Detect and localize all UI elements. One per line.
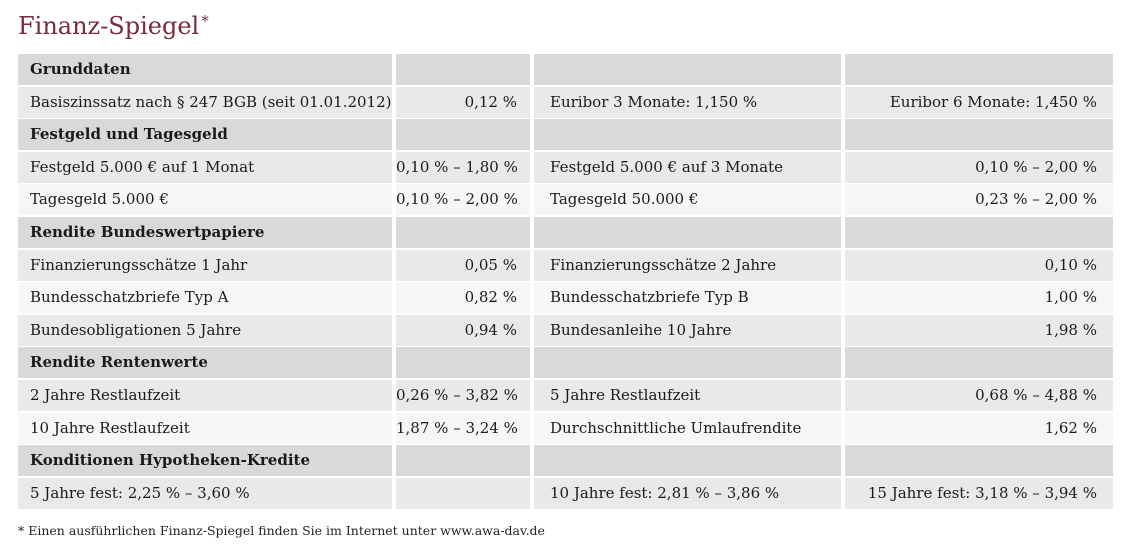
section-header-row: Festgeld und Tagesgeld	[18, 119, 1117, 151]
row-label-right: 5 Jahre Restlaufzeit	[534, 379, 841, 411]
section-header-blank-cell	[534, 445, 841, 477]
row-value-left: 0,94 %	[396, 314, 530, 346]
table-row: 5 Jahre fest: 2,25 % – 3,60 % 10 Jahre fe…	[18, 477, 1117, 509]
row-value-left	[396, 477, 530, 509]
table-row: Finanzierungsschätze 1 Jahr 0,05 % Finanzi…	[18, 249, 1117, 281]
table-row: Tagesgeld 5.000 €0,10 % – 2,00 % Tagesgel…	[18, 184, 1117, 216]
row-label-left: 10 Jahre Restlaufzeit	[18, 412, 392, 444]
row-label-left: Festgeld 5.000 € auf 1 Monat	[18, 151, 392, 183]
row-label-right: Finanzierungsschätze 2 Jahre	[534, 249, 841, 281]
row-label-left: 5 Jahre fest: 2,25 % – 3,60 %	[18, 477, 392, 509]
row-label-right: Tagesgeld 50.000 €	[534, 184, 841, 216]
section-heading: Konditionen Hypotheken-Kredite	[18, 445, 392, 477]
row-label-right: 10 Jahre fest: 2,81 % – 3,86 %	[534, 477, 841, 509]
section-heading: Rendite Bundeswertpapiere	[18, 216, 392, 248]
row-value-right: Euribor 6 Monate: 1,450 %	[845, 86, 1113, 118]
table-row: Bundesobligationen 5 Jahre 0,94 % Bundesan…	[18, 314, 1117, 346]
section-header-row: Rendite Rentenwerte	[18, 347, 1117, 379]
row-value-left: 0,05 %	[396, 249, 530, 281]
row-label-left: Bundesschatzbriefe Typ A	[18, 282, 392, 314]
table-row: Basiszinssatz nach § 247 BGB (seit 01.01…	[18, 86, 1117, 118]
row-value-right: 0,23 % – 2,00 %	[845, 184, 1113, 216]
row-label-left: Basiszinssatz nach § 247 BGB (seit 01.01…	[18, 86, 392, 118]
section-header-row: Grunddaten	[18, 54, 1117, 85]
table-row: 2 Jahre Restlaufzeit 0,26 % – 3,82 % 5 Jah…	[18, 379, 1117, 411]
row-value-left: 0,12 %	[396, 86, 530, 118]
section-header-row: Rendite Bundeswertpapiere	[18, 216, 1117, 248]
table-row: Festgeld 5.000 € auf 1 Monat 0,10 % – 1,8…	[18, 151, 1117, 183]
finance-table: Grunddaten Basiszinssatz nach § 247 BGB (…	[18, 54, 1117, 510]
row-value-right: 0,10 % – 2,00 %	[845, 151, 1113, 183]
row-value-right: 0,10 %	[845, 249, 1113, 281]
section-header-blank-cell	[396, 119, 530, 151]
row-value-right: 1,00 %	[845, 282, 1113, 314]
section-header-blank-cell	[396, 216, 530, 248]
section-header-blank-cell	[396, 54, 530, 85]
section-header-blank-cell	[534, 54, 841, 85]
row-label-left: Bundesobligationen 5 Jahre	[18, 314, 392, 346]
section-heading: Grunddaten	[18, 54, 392, 85]
row-label-right: Festgeld 5.000 € auf 3 Monate	[534, 151, 841, 183]
row-label-left: Finanzierungsschätze 1 Jahr	[18, 249, 392, 281]
section-header-blank-cell	[534, 347, 841, 379]
section-header-blank-cell	[845, 216, 1113, 248]
section-header-blank-cell	[396, 445, 530, 477]
section-header-blank-cell	[534, 119, 841, 151]
row-label-left: Tagesgeld 5.000 €	[18, 184, 392, 216]
row-value-right: 0,68 % – 4,88 %	[845, 379, 1113, 411]
section-header-blank-cell	[845, 119, 1113, 151]
footnote: * Einen ausführlichen Finanz-Spiegel fin…	[18, 523, 545, 538]
section-header-blank-cell	[845, 347, 1113, 379]
row-label-right: Bundesanleihe 10 Jahre	[534, 314, 841, 346]
table-row: 10 Jahre Restlaufzeit 1,87 % – 3,24 % Durc…	[18, 412, 1117, 444]
row-value-left: 0,82 %	[396, 282, 530, 314]
section-header-blank-cell	[845, 445, 1113, 477]
section-header-blank-cell	[396, 347, 530, 379]
title-asterisk: *	[201, 12, 209, 30]
row-value-left: 0,10 % – 1,80 %	[396, 151, 530, 183]
row-label-left: 2 Jahre Restlaufzeit	[18, 379, 392, 411]
row-label-right: Bundesschatzbriefe Typ B	[534, 282, 841, 314]
section-header-row: Konditionen Hypotheken-Kredite	[18, 445, 1117, 477]
row-value-left: 0,10 % – 2,00 %	[396, 184, 530, 216]
table-row: Bundesschatzbriefe Typ A 0,82 % Bundesscha…	[18, 282, 1117, 314]
section-heading: Rendite Rentenwerte	[18, 347, 392, 379]
row-value-right: 15 Jahre fest: 3,18 % – 3,94 %	[845, 477, 1113, 509]
section-heading: Festgeld und Tagesgeld	[18, 119, 392, 151]
section-header-blank-cell	[845, 54, 1113, 85]
row-value-left: 0,26 % – 3,82 %	[396, 379, 530, 411]
row-value-right: 1,62 %	[845, 412, 1113, 444]
row-value-right: 1,98 %	[845, 314, 1113, 346]
row-value-left: 1,87 % – 3,24 %	[396, 412, 530, 444]
section-header-blank-cell	[534, 216, 841, 248]
page-title: Finanz-Spiegel *	[18, 12, 209, 40]
row-label-right: Durchschnittliche Umlaufrendite	[534, 412, 841, 444]
page-title-text: Finanz-Spiegel	[18, 12, 200, 40]
row-label-right: Euribor 3 Monate: 1,150 %	[534, 86, 841, 118]
